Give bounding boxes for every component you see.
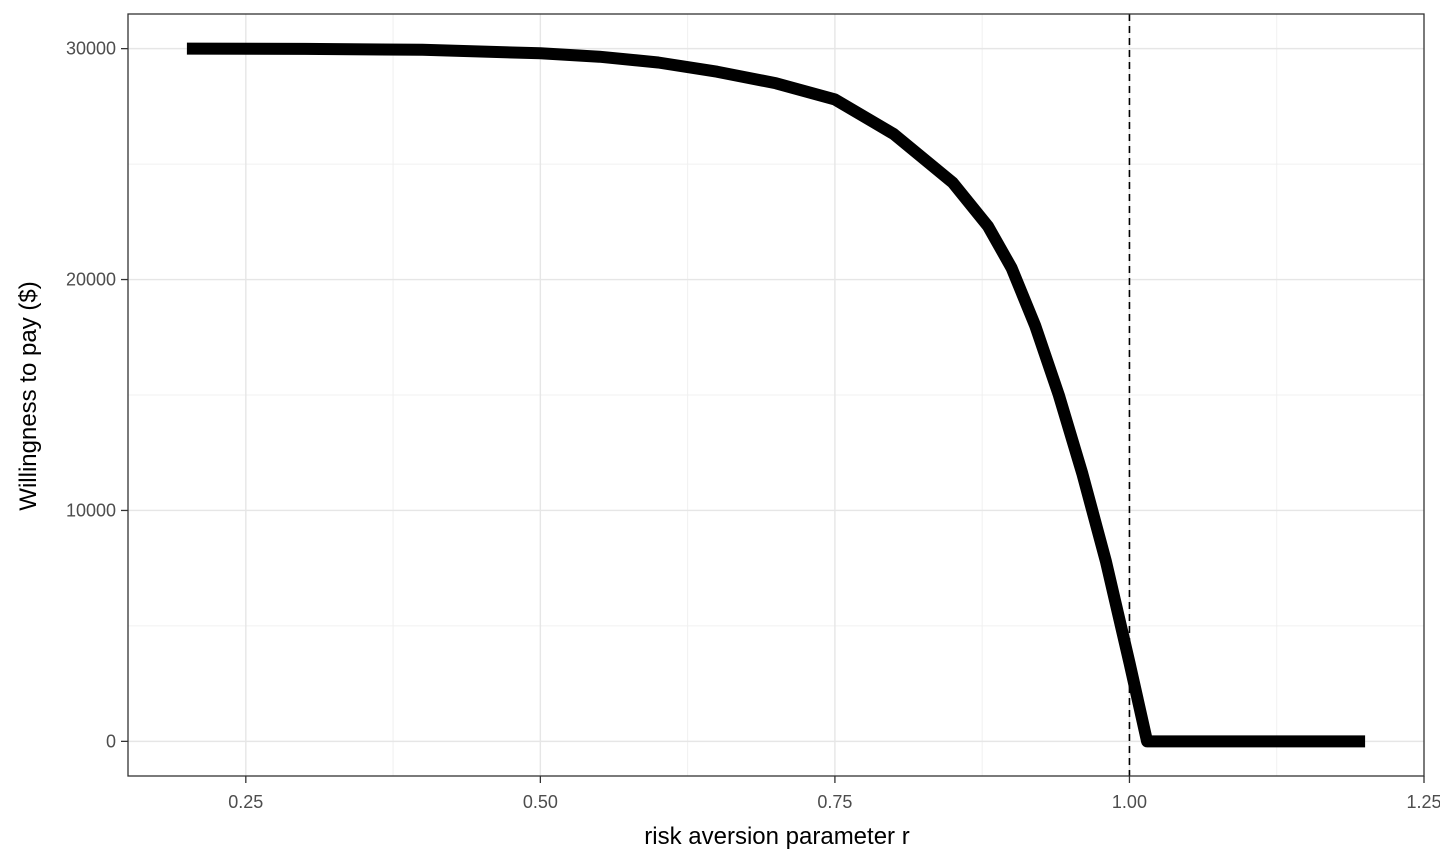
x-tick-label: 0.25 (228, 792, 263, 812)
x-tick-label: 1.25 (1406, 792, 1440, 812)
series-line (186, 42, 1366, 748)
axis-ticks: 0.25 0.50 0.75 1.00 1.25 0 10000 20000 30000 (66, 39, 1440, 812)
x-tick-label: 0.50 (523, 792, 558, 812)
series-layer (186, 42, 1366, 748)
y-tick-label: 0 (106, 731, 116, 751)
plot-panel-border (127, 13, 1425, 777)
x-axis-title: risk aversion parameter r (644, 823, 909, 850)
x-tick-label: 1.00 (1112, 792, 1147, 812)
y-axis-title: Willingness to pay ($) (15, 281, 42, 510)
y-tick-label: 10000 (66, 500, 116, 520)
y-tick-label: 20000 (66, 270, 116, 290)
y-tick-label: 30000 (66, 39, 116, 59)
x-tick-label: 0.75 (817, 792, 852, 812)
